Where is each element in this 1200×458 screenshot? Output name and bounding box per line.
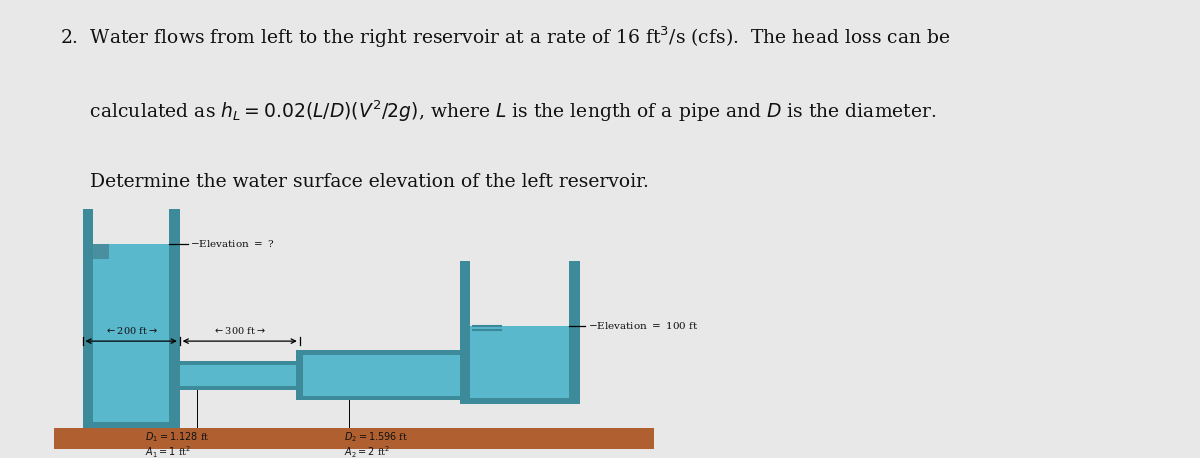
Bar <box>83 209 92 428</box>
Text: $-$Elevation $=$ 100 ft: $-$Elevation $=$ 100 ft <box>588 320 698 331</box>
Text: $D_2 = 1.596$ ft: $D_2 = 1.596$ ft <box>343 430 408 444</box>
Bar <box>300 396 466 400</box>
Bar <box>169 386 300 390</box>
Bar <box>92 244 169 422</box>
Bar <box>169 209 180 428</box>
Text: $A_1 = 1$ ft$^2$: $A_1 = 1$ ft$^2$ <box>145 445 192 458</box>
Text: Determine the water surface elevation of the left reservoir.: Determine the water surface elevation of… <box>60 173 649 191</box>
Bar <box>92 244 109 259</box>
Bar <box>54 428 654 449</box>
Bar <box>296 350 304 400</box>
Bar <box>570 261 580 404</box>
Bar <box>470 326 570 398</box>
Bar <box>300 355 466 396</box>
Text: 2.  Water flows from left to the right reservoir at a rate of 16 ft$^3$/s (cfs).: 2. Water flows from left to the right re… <box>60 25 950 50</box>
Bar <box>300 350 466 355</box>
Text: $\leftarrow$300 ft$\rightarrow$: $\leftarrow$300 ft$\rightarrow$ <box>214 325 266 336</box>
Bar <box>460 261 470 404</box>
Text: calculated as $h_L = 0.02(L/D)(V^2/2g)$, where $L$ is the length of a pipe and $: calculated as $h_L = 0.02(L/D)(V^2/2g)$,… <box>60 99 937 125</box>
Bar <box>169 365 300 386</box>
Text: $D_1 = 1.128$ ft: $D_1 = 1.128$ ft <box>145 430 210 444</box>
Bar <box>169 361 300 365</box>
Text: $A_2 = 2$ ft$^2$: $A_2 = 2$ ft$^2$ <box>343 445 390 458</box>
Text: $-$Elevation $=$ ?: $-$Elevation $=$ ? <box>190 238 275 249</box>
Bar <box>460 398 580 404</box>
Bar <box>83 422 180 428</box>
Text: $\leftarrow$200 ft$\rightarrow$: $\leftarrow$200 ft$\rightarrow$ <box>104 325 157 336</box>
